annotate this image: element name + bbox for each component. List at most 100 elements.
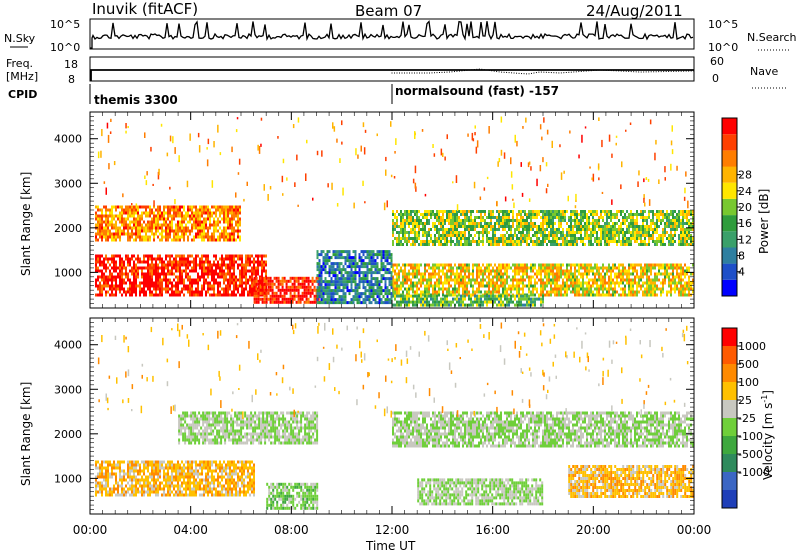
data-cell-region-0: [115, 238, 117, 242]
data-cell-region-4: [580, 281, 582, 285]
data-cell-region-5: [406, 303, 408, 307]
data-cell-region-6: [322, 301, 325, 305]
data-cell-region-4: [470, 281, 472, 285]
data-cell-region-5: [520, 297, 522, 301]
data-cell-region-1: [181, 257, 183, 261]
data-cell-region-0: [155, 208, 157, 212]
data-cell-region-4: [480, 266, 482, 270]
data-cell-region-0: [179, 205, 181, 209]
data-cell-region-1: [111, 293, 113, 297]
data-cell-region-3: [644, 240, 646, 243]
data-cell-region-1: [171, 254, 173, 258]
data-cell-region-3: [452, 210, 454, 213]
data-cell-region-3: [482, 219, 484, 222]
data-cell-region-4: [466, 275, 468, 279]
data-cell-region-4: [454, 275, 456, 279]
data-cell-region-4: [692, 263, 694, 267]
data-cell-region-1: [219, 269, 221, 273]
data-cell-region-3: [558, 213, 560, 216]
data-cell-region-2: [263, 297, 266, 301]
data-cell-region-1: [185, 260, 187, 264]
data-cell-region-1: [171, 293, 173, 297]
data-cell-region-0: [195, 205, 197, 209]
data-cell-region-3: [594, 219, 596, 222]
data-cell-region-1: [239, 257, 241, 261]
data-cell-region-4: [464, 266, 466, 270]
data-cell-region-1: [137, 272, 139, 276]
data-cell-region-1: [229, 287, 231, 291]
data-cell-region-5: [404, 303, 406, 307]
data-cell-region-0: [119, 205, 121, 209]
data-cell-region-4: [506, 275, 508, 279]
data-cell-region-3: [402, 219, 404, 222]
data-cell-region-3: [422, 225, 424, 228]
data-cell-region-3: [614, 216, 616, 219]
data-cell-region-3: [438, 219, 440, 222]
data-cell-region-6: [330, 265, 333, 269]
data-cell-region-3: [512, 210, 514, 213]
data-cell-region-0: [205, 217, 207, 221]
data-cell-region-0: [189, 217, 191, 221]
data-cell-region-0: [101, 229, 103, 233]
data-cell-region-3: [596, 222, 598, 225]
data-cell-region-1: [249, 275, 251, 279]
data-cell-region-0: [229, 235, 231, 239]
data-cell-region-2: [297, 285, 300, 289]
data-cell-region-4: [436, 284, 438, 288]
data-cell-region-1: [261, 269, 263, 273]
data-cell-region-6: [330, 277, 333, 281]
data-cell-region-4: [598, 284, 600, 288]
data-cell-region-3: [632, 237, 634, 240]
data-cell-region-1: [157, 266, 159, 270]
data-cell-region-4: [556, 278, 558, 282]
data-cell-region-1: [205, 266, 207, 270]
data-cell-region-4: [458, 293, 460, 297]
data-cell-region-3: [394, 216, 396, 219]
data-cell-region-4: [644, 263, 646, 267]
data-cell-region-1: [151, 254, 153, 258]
data-cell-region-4: [516, 269, 518, 273]
data-cell-region-4: [498, 275, 500, 279]
data-cell-region-2: [271, 300, 274, 304]
data-cell-region-4: [540, 278, 542, 282]
data-cell-region-4: [474, 263, 476, 267]
freq-unit: [MHz]: [6, 70, 38, 83]
data-cell-region-4: [664, 263, 666, 267]
data-cell-region-4: [638, 284, 640, 288]
data-cell-region-0: [141, 214, 143, 218]
data-cell-region-3: [434, 234, 436, 237]
data-cell-region-1: [199, 293, 201, 297]
data-cell-region-1: [191, 269, 193, 273]
data-cell-region-3: [652, 240, 654, 243]
data-cell-region-4: [506, 290, 508, 294]
data-cell-region-4: [658, 263, 660, 267]
data-cell-region-4: [410, 263, 412, 267]
data-cell-region-0: [231, 226, 233, 230]
data-cell-region-0: [219, 232, 221, 236]
data-cell-region-3: [538, 237, 540, 240]
data-cell-region-3: [456, 216, 458, 219]
data-cell-region-0: [185, 211, 187, 215]
data-cell-region-0: [95, 211, 97, 215]
data-cell-region-0: [161, 229, 163, 233]
data-cell-region-1: [237, 284, 239, 288]
data-cell-region-3: [436, 237, 438, 240]
data-cell-region-3: [624, 231, 626, 234]
data-cell-region-1: [259, 263, 261, 267]
data-cell-region-4: [626, 269, 628, 273]
data-cell-region-3: [398, 225, 400, 228]
data-cell-region-5: [452, 300, 454, 304]
data-cell-region-3: [572, 210, 574, 213]
data-cell-region-1: [119, 263, 121, 267]
data-cell-region-1: [175, 260, 177, 264]
data-cell-region-3: [516, 234, 518, 237]
data-cell-region-3: [602, 228, 604, 231]
data-cell-region-5: [498, 297, 500, 301]
data-cell-region-1: [195, 269, 197, 273]
data-cell-region-3: [644, 225, 646, 228]
data-cell-region-5: [500, 303, 502, 307]
data-cell-region-3: [596, 210, 598, 213]
data-cell-region-4: [552, 290, 554, 294]
data-cell-region-3: [526, 240, 528, 243]
data-cell-region-4: [518, 281, 520, 285]
